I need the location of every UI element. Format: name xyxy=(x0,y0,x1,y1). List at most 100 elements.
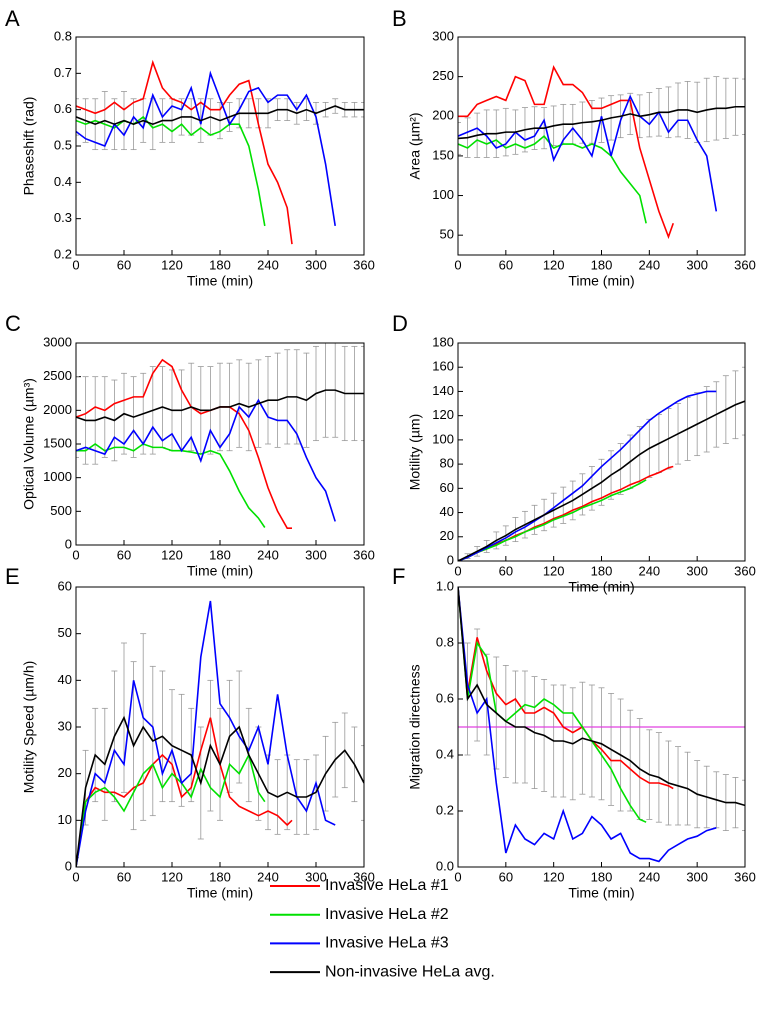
x-tick-label: 180 xyxy=(209,547,231,562)
y-tick-label: 80 xyxy=(440,456,454,471)
series-line xyxy=(458,465,674,561)
x-tick-label: 60 xyxy=(117,257,131,272)
series-line xyxy=(458,134,647,224)
y-tick-label: 0.8 xyxy=(54,28,72,43)
x-tick-label: 60 xyxy=(499,257,513,272)
series-line xyxy=(76,443,266,528)
plot-area xyxy=(76,343,364,529)
y-tick-label: 0.3 xyxy=(54,210,72,225)
series-line xyxy=(76,59,293,245)
y-tick-label: 3000 xyxy=(43,334,72,349)
panel-label: C xyxy=(5,311,21,336)
legend-label: Non-invasive HeLa avg. xyxy=(325,963,495,980)
y-tick-label: 0.2 xyxy=(436,802,454,817)
x-tick-label: 0 xyxy=(454,257,461,272)
x-tick-label: 360 xyxy=(734,869,756,884)
plot-area xyxy=(458,587,745,863)
x-tick-label: 300 xyxy=(686,869,708,884)
y-tick-label: 0.2 xyxy=(54,246,72,261)
x-tick-label: 180 xyxy=(209,869,231,884)
x-axis-label: Time (min) xyxy=(568,273,634,289)
x-tick-label: 180 xyxy=(591,257,613,272)
series-line xyxy=(458,64,675,240)
y-tick-label: 0 xyxy=(447,552,454,567)
error-bar xyxy=(361,345,364,442)
plot-frame xyxy=(75,586,365,868)
y-tick-label: 100 xyxy=(432,187,454,202)
y-axis-label: Motility Speed (µm/h) xyxy=(21,661,37,794)
x-axis-label: Time (min) xyxy=(187,563,253,579)
y-tick-label: 0.8 xyxy=(436,634,454,649)
series-line xyxy=(76,752,266,867)
y-tick-label: 500 xyxy=(50,503,72,518)
legend-label: Invasive HeLa #2 xyxy=(325,906,449,923)
y-tick-label: 2500 xyxy=(43,368,72,383)
plot-area xyxy=(458,366,745,561)
y-tick-label: 2000 xyxy=(43,402,72,417)
y-tick-label: 1.0 xyxy=(436,578,454,593)
y-tick-label: 1500 xyxy=(43,435,72,450)
y-tick-label: 120 xyxy=(432,407,454,422)
x-tick-label: 300 xyxy=(305,257,327,272)
panel-label: D xyxy=(392,311,408,336)
x-axis-label: Time (min) xyxy=(568,885,634,901)
x-tick-label: 300 xyxy=(686,563,708,578)
y-tick-label: 50 xyxy=(58,625,72,640)
error-bar xyxy=(742,78,745,135)
y-axis-label: Phaseshift (rad) xyxy=(21,97,37,196)
x-tick-label: 240 xyxy=(638,869,660,884)
error-bar xyxy=(76,98,79,136)
x-tick-label: 360 xyxy=(353,547,375,562)
x-tick-label: 60 xyxy=(117,547,131,562)
x-tick-label: 240 xyxy=(257,257,279,272)
y-axis-label: Motility (µm) xyxy=(407,414,423,491)
series-line xyxy=(76,105,364,126)
x-axis-label: Time (min) xyxy=(187,273,253,289)
plot-frame xyxy=(75,36,365,256)
y-tick-label: 0 xyxy=(65,536,72,551)
series-line xyxy=(458,390,717,561)
plot-frame xyxy=(457,586,746,868)
x-tick-label: 0 xyxy=(72,547,79,562)
y-tick-label: 0.6 xyxy=(54,101,72,116)
x-tick-label: 300 xyxy=(305,547,327,562)
x-tick-label: 300 xyxy=(305,869,327,884)
series-line xyxy=(458,587,717,863)
series-line xyxy=(76,115,266,227)
x-tick-label: 0 xyxy=(72,257,79,272)
y-tick-label: 150 xyxy=(432,147,454,162)
x-tick-label: 360 xyxy=(353,869,375,884)
plot-frame xyxy=(457,342,746,562)
error-bar xyxy=(76,376,79,458)
y-tick-label: 200 xyxy=(432,108,454,123)
x-tick-label: 120 xyxy=(543,869,565,884)
plot-frame xyxy=(457,36,746,256)
x-tick-label: 0 xyxy=(454,563,461,578)
y-tick-label: 0.5 xyxy=(54,137,72,152)
series-line xyxy=(458,587,647,823)
y-tick-label: 10 xyxy=(58,812,72,827)
x-tick-label: 240 xyxy=(638,563,660,578)
series-line xyxy=(458,587,745,807)
legend-label: Invasive HeLa #3 xyxy=(325,935,449,952)
x-tick-label: 240 xyxy=(257,547,279,562)
x-tick-label: 360 xyxy=(734,563,756,578)
y-axis-label: Optical Volume (µm³) xyxy=(21,378,37,510)
y-tick-label: 140 xyxy=(432,383,454,398)
x-tick-label: 0 xyxy=(454,869,461,884)
y-tick-label: 0.6 xyxy=(436,690,454,705)
error-bar xyxy=(361,745,364,821)
plot-frame xyxy=(75,342,365,546)
y-tick-label: 20 xyxy=(58,765,72,780)
series-line xyxy=(458,587,674,790)
series-line xyxy=(458,479,647,561)
x-tick-label: 60 xyxy=(499,563,513,578)
panel-label: B xyxy=(392,6,407,31)
series-line xyxy=(76,70,336,227)
x-tick-label: 120 xyxy=(161,869,183,884)
y-tick-label: 20 xyxy=(440,528,454,543)
x-tick-label: 60 xyxy=(117,869,131,884)
y-axis-label: Area (µm²) xyxy=(407,112,423,179)
